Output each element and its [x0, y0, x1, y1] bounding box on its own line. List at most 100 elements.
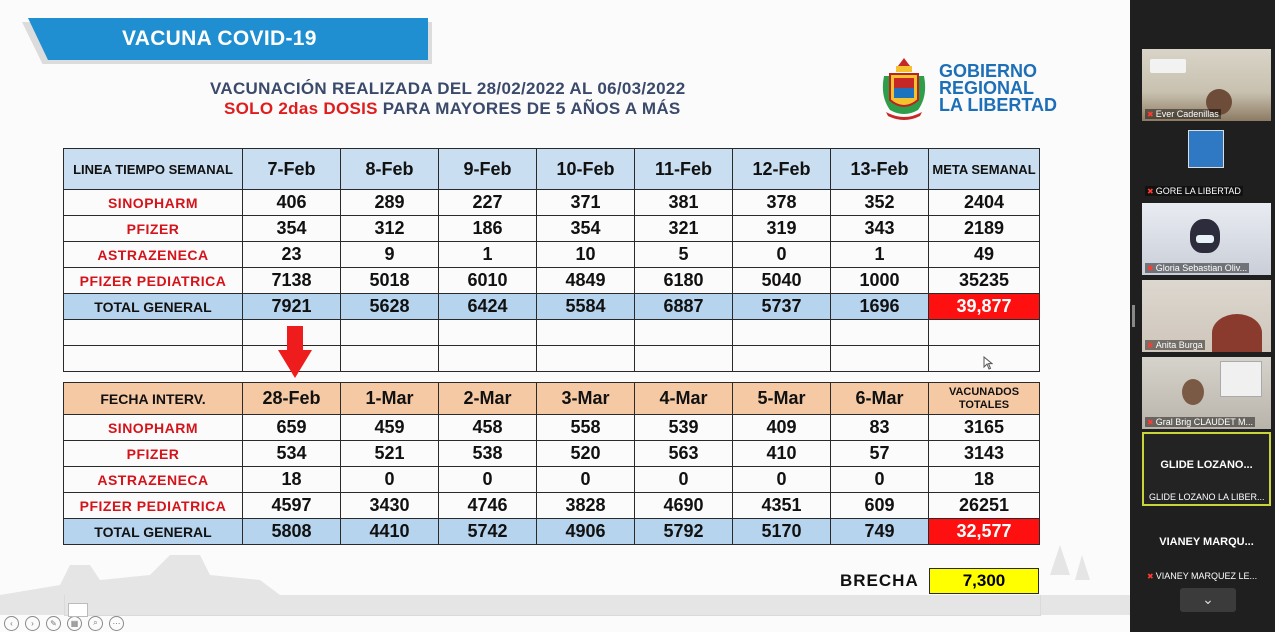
participant-tile[interactable]: VIANEY MARQU... ✖ VIANEY MARQUEZ LE...	[1142, 511, 1271, 583]
total-cell: 6887	[634, 293, 733, 320]
vaccine-label: PFIZER	[63, 215, 243, 242]
total-cell: 5170	[732, 518, 831, 545]
vaccine-label: ASTRAZENECA	[63, 241, 243, 268]
day-header: 3-Mar	[536, 382, 635, 415]
slides-grid-icon[interactable]: ▦	[67, 615, 82, 631]
table-row: ASTRAZENECA 18 0 0 0 0 0 0 18	[63, 466, 1040, 493]
cell: 10	[536, 241, 635, 268]
day-header: 8-Feb	[340, 148, 439, 190]
scroll-down-button[interactable]: ⌄	[1180, 588, 1236, 612]
cell: 410	[732, 440, 831, 467]
cell: 1	[438, 241, 537, 268]
cell: 35235	[928, 267, 1040, 294]
cell: 4690	[634, 492, 733, 519]
empty-bottom-row	[64, 595, 1041, 616]
cell: 381	[634, 189, 733, 216]
day-header: 11-Feb	[634, 148, 733, 190]
previous-slide-icon[interactable]: ‹	[4, 615, 19, 631]
total-row: TOTAL GENERAL 5808 4410 5742 4906 5792 5…	[63, 518, 1040, 545]
regional-government-name: GOBIERNO REGIONAL LA LIBERTAD	[939, 61, 1057, 115]
participant-tile[interactable]: ✖ GORE LA LIBERTAD	[1142, 126, 1271, 198]
mic-muted-icon: ✖	[1147, 341, 1154, 350]
pen-icon[interactable]: ✎	[46, 615, 61, 631]
cell: 458	[438, 414, 537, 441]
vaccine-label: PFIZER	[63, 440, 243, 467]
total-label: TOTAL GENERAL	[63, 293, 243, 320]
cell: 354	[242, 215, 341, 242]
slide-thumbnail[interactable]	[68, 603, 88, 617]
panel-resize-handle[interactable]	[1132, 305, 1135, 327]
mic-muted-icon: ✖	[1147, 418, 1154, 427]
cell: 4849	[536, 267, 635, 294]
cell: 558	[536, 414, 635, 441]
table-row: ASTRAZENECA 23 9 1 10 5 0 1 49	[63, 241, 1040, 268]
title-banner: VACUNA COVID-19	[28, 18, 428, 60]
participant-tile[interactable]: ✖ Ever Cadenillas	[1142, 49, 1271, 121]
total-cell: 4410	[340, 518, 439, 545]
total-row: TOTAL GENERAL 7921 5628 6424 5584 6887 5…	[63, 293, 1040, 320]
cell: 6010	[438, 267, 537, 294]
participant-video	[1206, 89, 1232, 115]
corner-header: FECHA INTERV.	[63, 382, 243, 415]
participant-video	[1212, 314, 1262, 352]
participant-tile[interactable]: ✖ Anita Burga	[1142, 280, 1271, 352]
cell: 4746	[438, 492, 537, 519]
participant-tile[interactable]: ✖ Gral Brig CLAUDET M...	[1142, 357, 1271, 429]
cell: 371	[536, 189, 635, 216]
intervention-dates-table: FECHA INTERV. 28-Feb 1-Mar 2-Mar 3-Mar 4…	[63, 382, 1040, 545]
cell: 539	[634, 414, 733, 441]
cell: 534	[242, 440, 341, 467]
participant-tile[interactable]: ✖ Gloria Sebastian Oliv...	[1142, 203, 1271, 275]
cell: 521	[340, 440, 439, 467]
cell: 4351	[732, 492, 831, 519]
cell: 7138	[242, 267, 341, 294]
day-header: 10-Feb	[536, 148, 635, 190]
total-cell: 1696	[830, 293, 929, 320]
cell: 3828	[536, 492, 635, 519]
heading-rest: PARA MAYORES DE 5 AÑOS A MÁS	[377, 99, 681, 118]
day-header: 9-Feb	[438, 148, 537, 190]
cell: 352	[830, 189, 929, 216]
more-options-icon[interactable]: ⋯	[109, 615, 124, 631]
participant-tile-active-speaker[interactable]: GLIDE LOZANO... GLIDE LOZANO LA LIBER...	[1142, 432, 1271, 506]
cell: 538	[438, 440, 537, 467]
table-row: SINOPHARM 659 459 458 558 539 409 83 316…	[63, 414, 1040, 441]
total-cell: 6424	[438, 293, 537, 320]
cell: 354	[536, 215, 635, 242]
vaccine-label: SINOPHARM	[63, 189, 243, 216]
mic-muted-icon: ✖	[1147, 572, 1154, 581]
cell: 0	[732, 466, 831, 493]
total-label: TOTAL GENERAL	[63, 518, 243, 545]
slide-toolbar: ‹ › ✎ ▦ ⌕ ⋯	[0, 614, 184, 632]
mic-muted-icon: ✖	[1147, 187, 1154, 196]
cell: 57	[830, 440, 929, 467]
cell: 321	[634, 215, 733, 242]
cell: 520	[536, 440, 635, 467]
table-header-row: LINEA TIEMPO SEMANAL 7-Feb 8-Feb 9-Feb 1…	[63, 148, 1040, 190]
corner-header: LINEA TIEMPO SEMANAL	[63, 148, 243, 190]
cell: 406	[242, 189, 341, 216]
participant-name: GLIDE LOZANO LA LIBER...	[1149, 492, 1265, 502]
grand-total-cell: 39,877	[928, 293, 1040, 320]
vaccine-label: ASTRAZENECA	[63, 466, 243, 493]
cell: 378	[732, 189, 831, 216]
chevron-down-icon: ⌄	[1202, 591, 1214, 607]
participant-name: ✖ Ever Cadenillas	[1145, 109, 1221, 119]
cell: 186	[438, 215, 537, 242]
next-slide-icon[interactable]: ›	[25, 615, 40, 631]
day-header: 5-Mar	[732, 382, 831, 415]
mic-muted-icon: ✖	[1147, 110, 1154, 119]
table-row: PFIZER 534 521 538 520 563 410 57 3143	[63, 440, 1040, 467]
gap-label: BRECHA	[840, 571, 919, 590]
zoom-icon[interactable]: ⌕	[88, 615, 103, 631]
total-cell: 5808	[242, 518, 341, 545]
participant-name: ✖ Anita Burga	[1145, 340, 1205, 350]
cell: 319	[732, 215, 831, 242]
cell: 0	[830, 466, 929, 493]
meta-header: META SEMANAL	[928, 148, 1040, 190]
grand-total-cell: 32,577	[928, 518, 1040, 545]
participant-display-name: VIANEY MARQU...	[1159, 536, 1254, 548]
cell: 3165	[928, 414, 1040, 441]
table-header-row: FECHA INTERV. 28-Feb 1-Mar 2-Mar 3-Mar 4…	[63, 382, 1040, 415]
cell: 49	[928, 241, 1040, 268]
